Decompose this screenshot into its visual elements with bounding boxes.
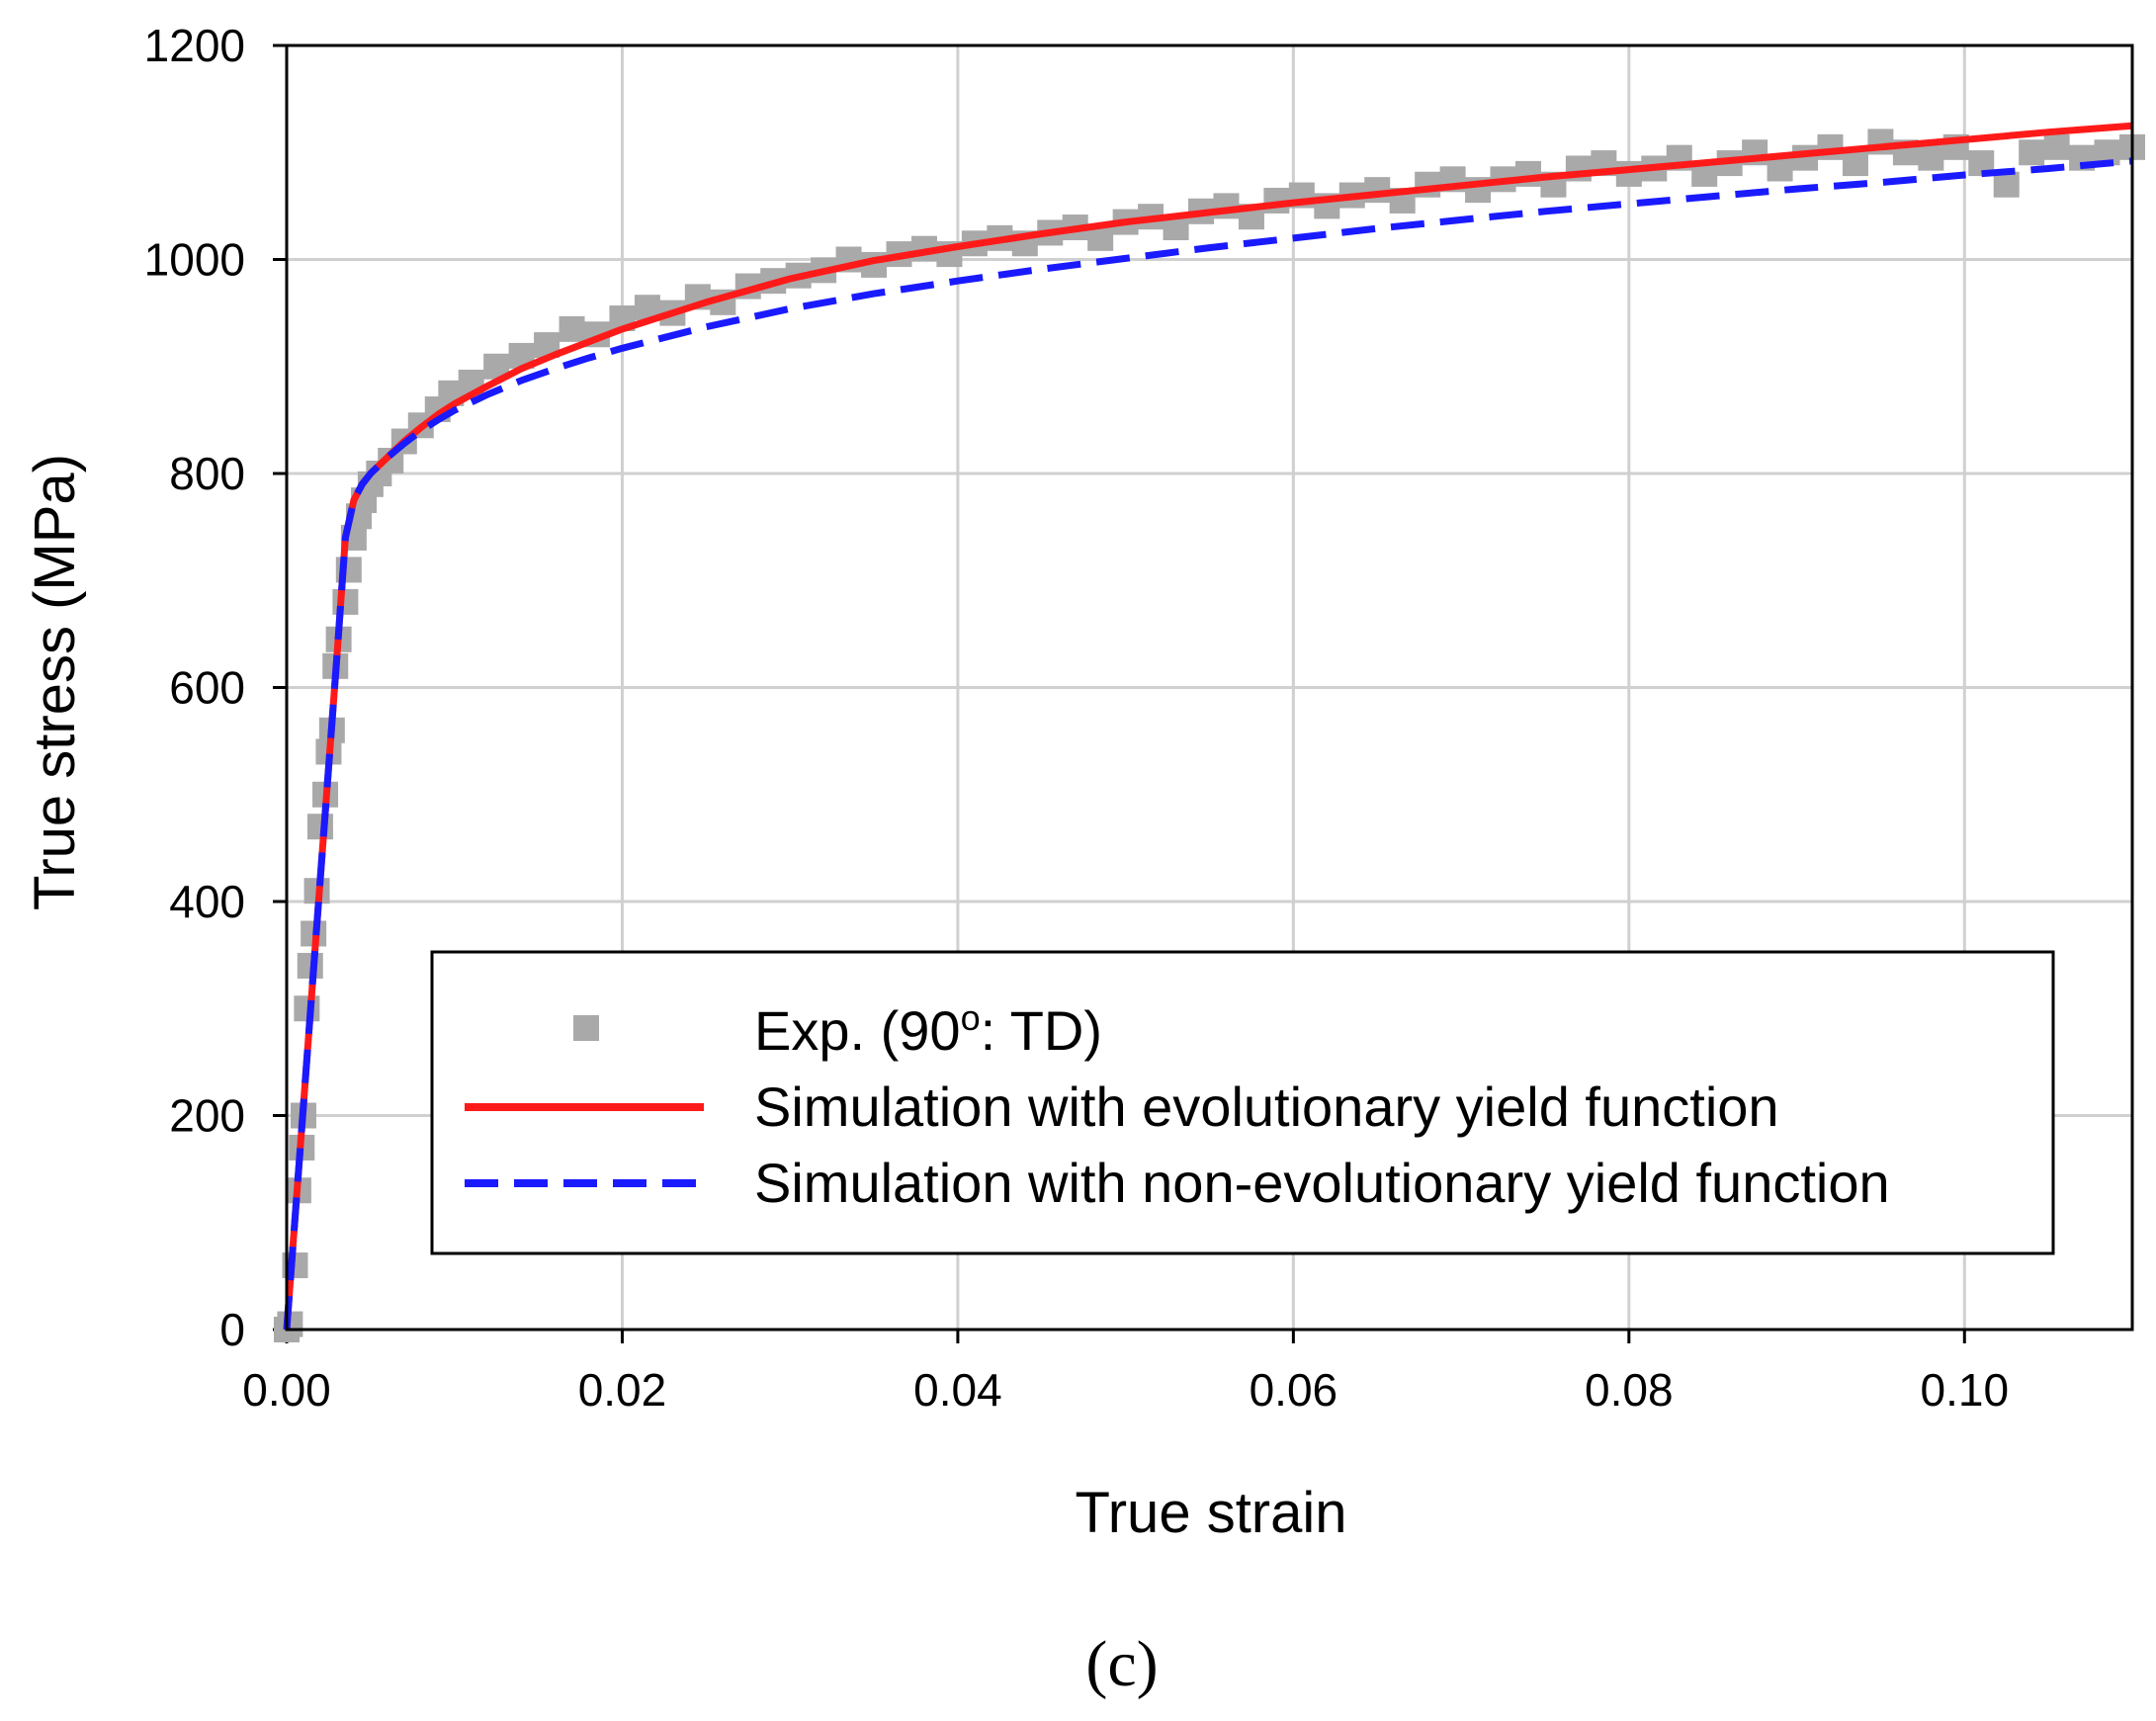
exp-data-point: [2043, 133, 2070, 160]
y-axis-title: True stress (MPa): [23, 454, 87, 910]
plot-frame: [285, 43, 2134, 1332]
legend-label-exp: Exp. (90o: TD): [754, 997, 1102, 1062]
exp-data-point: [1615, 160, 1642, 187]
legend: Exp. (90o: TD) Simulation with evolution…: [430, 950, 2055, 1255]
exp-data-point: [1918, 144, 1944, 171]
y-tick-label: 200: [169, 1090, 245, 1142]
non-evolutionary-series-line: [283, 157, 2133, 1331]
y-tick-label: 400: [169, 876, 245, 927]
x-axis-title: True strain: [1075, 1481, 1346, 1545]
x-tick-label: 0.04: [913, 1364, 1002, 1416]
panel-label: (c): [1085, 1628, 1158, 1700]
y-tick-label: 1000: [144, 234, 245, 286]
x-tick-label: 0.06: [1250, 1364, 1338, 1416]
x-tick-label: 0.08: [1585, 1364, 1674, 1416]
y-tick-label: 1200: [144, 20, 245, 71]
exp-data-point: [1993, 171, 2020, 198]
x-tick-label: 0.10: [1921, 1364, 2010, 1416]
y-tick-label: 600: [169, 662, 245, 714]
x-tick-label: 0.02: [578, 1364, 667, 1416]
exp-data-point: [1817, 133, 1844, 160]
y-tick-label: 0: [219, 1304, 245, 1355]
plot-area: [274, 122, 2145, 1342]
legend-label-evo: Simulation with evolutionary yield funct…: [754, 1076, 1779, 1138]
exp-data-point: [1415, 171, 1441, 198]
exp-data-point: [1842, 150, 1868, 177]
legend-marker-exp: [573, 1015, 599, 1041]
legend-label-nonevo: Simulation with non-evolutionary yield f…: [754, 1152, 1890, 1214]
x-tick-label: 0.00: [242, 1364, 331, 1416]
legend-box: [430, 950, 2055, 1255]
exp-data-point: [2019, 139, 2045, 166]
y-tick-label: 800: [169, 448, 245, 499]
exp-data-point: [559, 315, 585, 342]
exp-data-point: [332, 588, 359, 615]
